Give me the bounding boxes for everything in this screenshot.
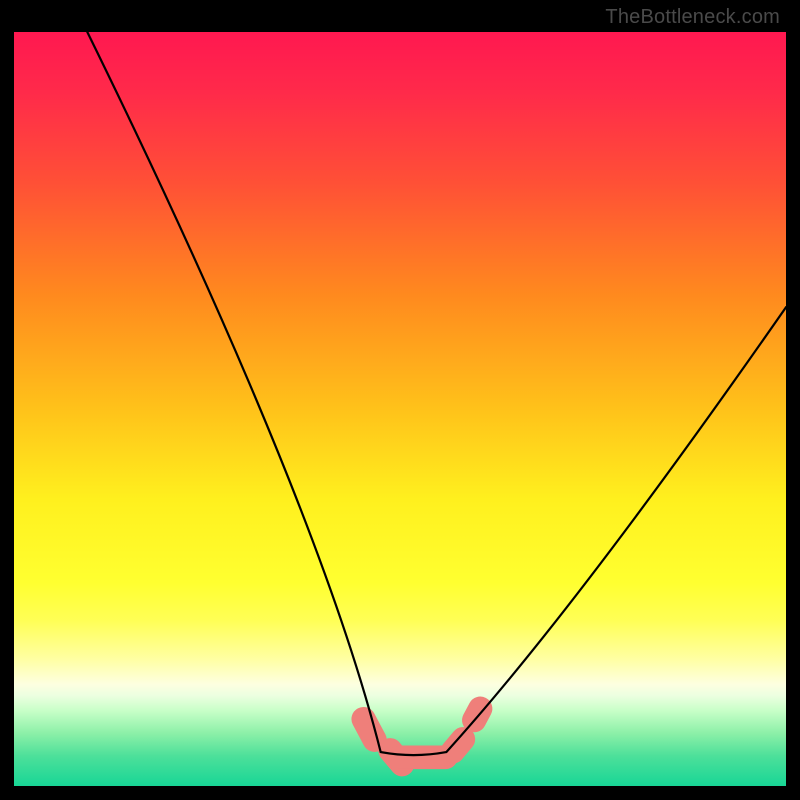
watermark-text: TheBottleneck.com bbox=[605, 6, 780, 29]
chart-container: TheBottleneck.com bbox=[0, 0, 800, 800]
plot-background bbox=[14, 32, 786, 786]
chart-svg bbox=[0, 0, 800, 800]
